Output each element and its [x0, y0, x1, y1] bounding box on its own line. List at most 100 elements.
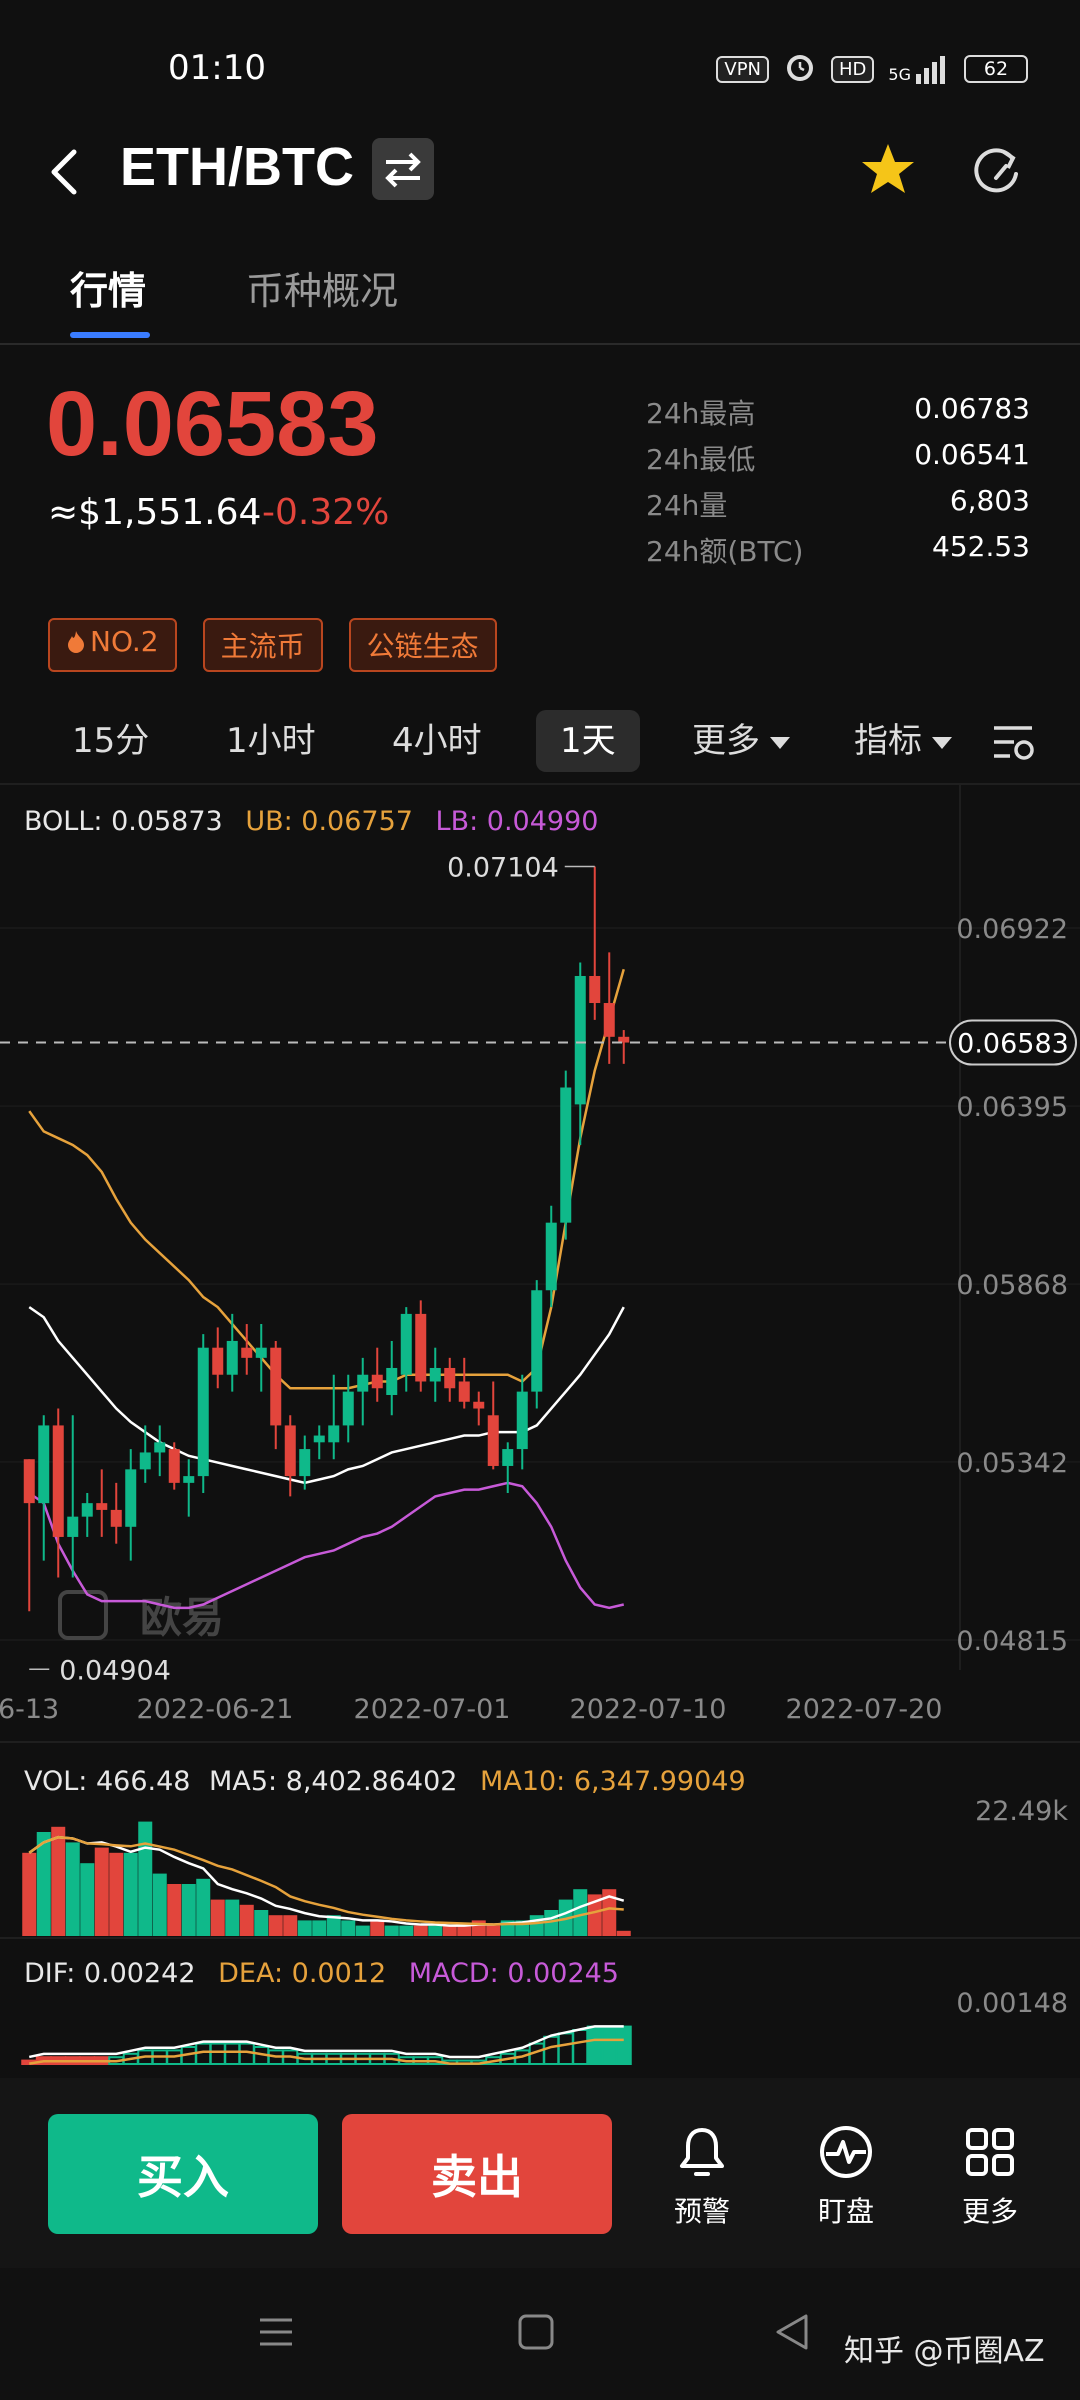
alert-button[interactable]: 预警 — [652, 2122, 752, 2230]
timeframe-4h[interactable]: 4小时 — [392, 721, 482, 761]
timeframe-more-dropdown[interactable]: 更多 — [692, 710, 790, 772]
alarm-icon — [783, 50, 817, 88]
volume-bar — [616, 1930, 631, 1936]
tab-overview[interactable]: 币种概况 — [246, 269, 399, 313]
indicators-label: 指标 — [854, 721, 922, 761]
swap-icon[interactable] — [372, 138, 434, 200]
tag-label: NO.2 — [90, 625, 159, 658]
volume-bar — [138, 1821, 153, 1936]
stat-row: 24h最低 0.06541 — [646, 438, 1030, 484]
volume-bar — [486, 1925, 501, 1936]
watch-button[interactable]: 盯盘 — [796, 2122, 896, 2230]
timeframe-1d[interactable]: 1天 — [536, 710, 640, 772]
bottom-action-bar: 买入 卖出 预警 盯盘 更多 — [0, 2078, 1080, 2268]
tab-market[interactable]: 行情 — [70, 269, 147, 313]
tag-list: NO.2 主流币 公链生态 — [48, 618, 497, 672]
date-axis-label: 2022-07-20 — [786, 1694, 943, 1725]
volume-bar — [341, 1920, 356, 1936]
macd-bar — [586, 2025, 603, 2065]
refresh-icon[interactable] — [966, 140, 1026, 200]
chart-settings-icon[interactable] — [990, 720, 1036, 766]
volume-bar — [22, 1852, 37, 1936]
back-nav-icon[interactable] — [772, 2312, 812, 2356]
back-icon[interactable] — [44, 144, 84, 200]
candle-body — [67, 1516, 79, 1537]
current-price-label: 0.06583 — [957, 1029, 1069, 1060]
candle-body — [81, 1503, 93, 1517]
tag-rank[interactable]: NO.2 — [48, 618, 177, 672]
candle-body — [328, 1425, 340, 1443]
stat-value: 0.06541 — [914, 438, 1030, 471]
grid-icon — [966, 2128, 1014, 2176]
chevron-down-icon — [932, 736, 952, 749]
boll-legend: BOLL: 0.05873 UB: 0.06757 LB: 0.04990 — [24, 806, 598, 837]
candle-body — [574, 975, 586, 1105]
volume-bar — [428, 1925, 443, 1936]
stat-row: 24h最高 0.06783 — [646, 392, 1030, 438]
price-chart[interactable]: 0.069220.063950.058680.053420.04815欧易0.0… — [0, 780, 1080, 2070]
candle-body — [168, 1449, 180, 1483]
more-label: 更多 — [692, 721, 760, 761]
tag-mainstream[interactable]: 主流币 — [202, 618, 323, 672]
system-nav-bar — [0, 2268, 1080, 2400]
vol-legend: VOL: 466.48 MA5: 8,402.86402 MA10: 6,347… — [24, 1766, 746, 1797]
bell-icon — [680, 2128, 724, 2176]
last-price: 0.06583 — [46, 373, 379, 475]
macd-dif-line — [28, 2025, 624, 2059]
volume-bar — [225, 1899, 240, 1936]
hd-icon: HD — [831, 55, 875, 83]
ticker-stats: 24h最高 0.06783 24h最低 0.06541 24h量 6,803 2… — [646, 392, 1030, 576]
macd-dif-value: DIF: 0.00242 — [24, 1958, 196, 1989]
volume-bar — [587, 1894, 602, 1936]
candle-body — [429, 1367, 441, 1382]
candle-body — [241, 1347, 253, 1358]
volume-bar — [51, 1826, 66, 1936]
tag-public-chain[interactable]: 公链生态 — [348, 618, 497, 672]
candle-body — [487, 1415, 499, 1466]
candle-body — [23, 1459, 35, 1504]
volume-bar — [80, 1863, 95, 1936]
timeframe-1h[interactable]: 1小时 — [226, 721, 316, 761]
more-button[interactable]: 更多 — [940, 2122, 1040, 2230]
candle-body — [589, 975, 601, 1004]
home-icon[interactable] — [516, 2312, 556, 2356]
candle-body — [154, 1442, 166, 1453]
macd-axis-label: 0.00148 — [956, 1988, 1068, 2019]
status-bar: 01:10 VPN HD 5G 62 — [0, 0, 1080, 130]
menu-icon[interactable] — [256, 2312, 296, 2356]
price-axis-label: 0.05868 — [956, 1270, 1068, 1301]
volume-bar — [602, 1889, 617, 1936]
candle-body — [502, 1449, 514, 1466]
network-label: 5G — [888, 65, 911, 84]
volume-bar — [457, 1925, 472, 1936]
tab-bar: 行情 币种概况 — [0, 250, 1080, 345]
indicators-dropdown[interactable]: 指标 — [854, 710, 952, 772]
macd-bar — [601, 2025, 618, 2065]
date-axis-label: 06-13 — [0, 1694, 59, 1725]
volume-ma5-line — [28, 1835, 625, 1927]
boll-value: BOLL: 0.05873 — [24, 806, 223, 837]
sell-button[interactable]: 卖出 — [342, 2114, 612, 2234]
chevron-down-icon — [770, 736, 790, 749]
footer-credit: 知乎 @币圈AZ — [844, 2334, 1045, 2369]
candle-body — [299, 1449, 311, 1477]
volume-bar — [297, 1920, 312, 1936]
volume-bar — [65, 1842, 80, 1936]
volume-ma10-line — [28, 1835, 624, 1926]
header: ETH/BTC — [0, 120, 1080, 220]
candle-body — [342, 1391, 354, 1426]
price-axis-label: 0.05342 — [956, 1448, 1068, 1479]
pulse-icon — [820, 2126, 872, 2178]
buy-button[interactable]: 买入 — [48, 2114, 318, 2234]
volume-bar — [167, 1884, 182, 1936]
timeframe-15m[interactable]: 15分 — [72, 721, 150, 761]
macd-dea-line — [29, 2038, 624, 2065]
status-icons: VPN HD 5G 62 — [716, 50, 1028, 88]
alert-label: 预警 — [673, 2195, 730, 2228]
volume-bar — [109, 1852, 124, 1936]
pair-title[interactable]: ETH/BTC — [120, 137, 354, 197]
volume-bar — [181, 1884, 196, 1936]
star-icon[interactable] — [858, 140, 918, 200]
candle-body — [618, 1036, 630, 1043]
change-percent: -0.32% — [262, 492, 390, 533]
